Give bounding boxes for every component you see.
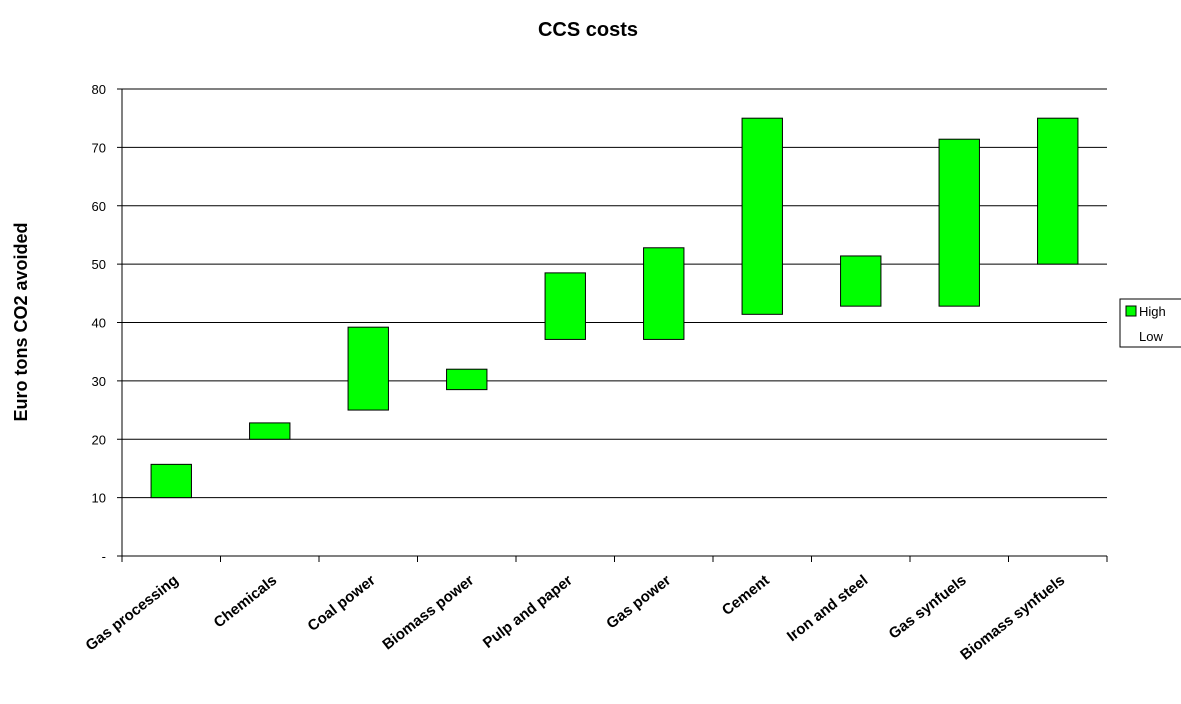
range-bar (643, 247, 685, 340)
x-tick-label: Chemicals (211, 572, 281, 632)
legend-low-label: Low (1139, 329, 1163, 344)
x-tick-label: Gas synfuels (886, 572, 970, 643)
x-tick-label: Iron and steel (784, 572, 871, 645)
legend-high-label: High (1139, 304, 1166, 319)
legend-high-swatch (1125, 305, 1137, 317)
chart-title: CCS costs (538, 19, 638, 41)
range-bar (938, 138, 980, 307)
y-tick-label: 80 (92, 82, 106, 97)
y-tick-label: 20 (92, 432, 106, 447)
range-bars (150, 117, 1079, 499)
range-bar (446, 368, 488, 391)
x-tick-label: Coal power (305, 572, 379, 635)
y-tick-label: 60 (92, 199, 106, 214)
y-tick-labels: - 10 20 30 40 50 60 70 80 (92, 82, 106, 564)
range-bar (1037, 117, 1079, 265)
y-tick-label: 50 (92, 257, 106, 272)
legend: High Low (1119, 298, 1181, 348)
range-bar (544, 272, 586, 340)
range-bar (840, 255, 882, 307)
y-axis-label: Euro tons CO2 avoided (11, 222, 31, 421)
x-tick-label: Gas processing (83, 572, 182, 655)
range-bar (249, 422, 291, 440)
x-tick-labels: Gas processing Chemicals Coal power Biomass… (83, 572, 1069, 664)
y-tick-label: 30 (92, 374, 106, 389)
x-tick-label: Biomass power (379, 572, 477, 654)
x-tick-label: Cement (719, 572, 773, 619)
range-bar (150, 463, 192, 499)
y-tick-label: 70 (92, 140, 106, 155)
y-tick-label: 40 (92, 316, 106, 331)
x-tick-label: Gas power (603, 572, 674, 633)
x-tick-label: Pulp and paper (480, 572, 576, 652)
axes (117, 88, 1108, 562)
y-tick-label: - (102, 549, 106, 564)
y-tick-label: 10 (92, 491, 106, 506)
range-bar (347, 326, 389, 411)
range-bar (741, 117, 783, 315)
x-tick-label: Biomass synfuels (957, 572, 1068, 664)
